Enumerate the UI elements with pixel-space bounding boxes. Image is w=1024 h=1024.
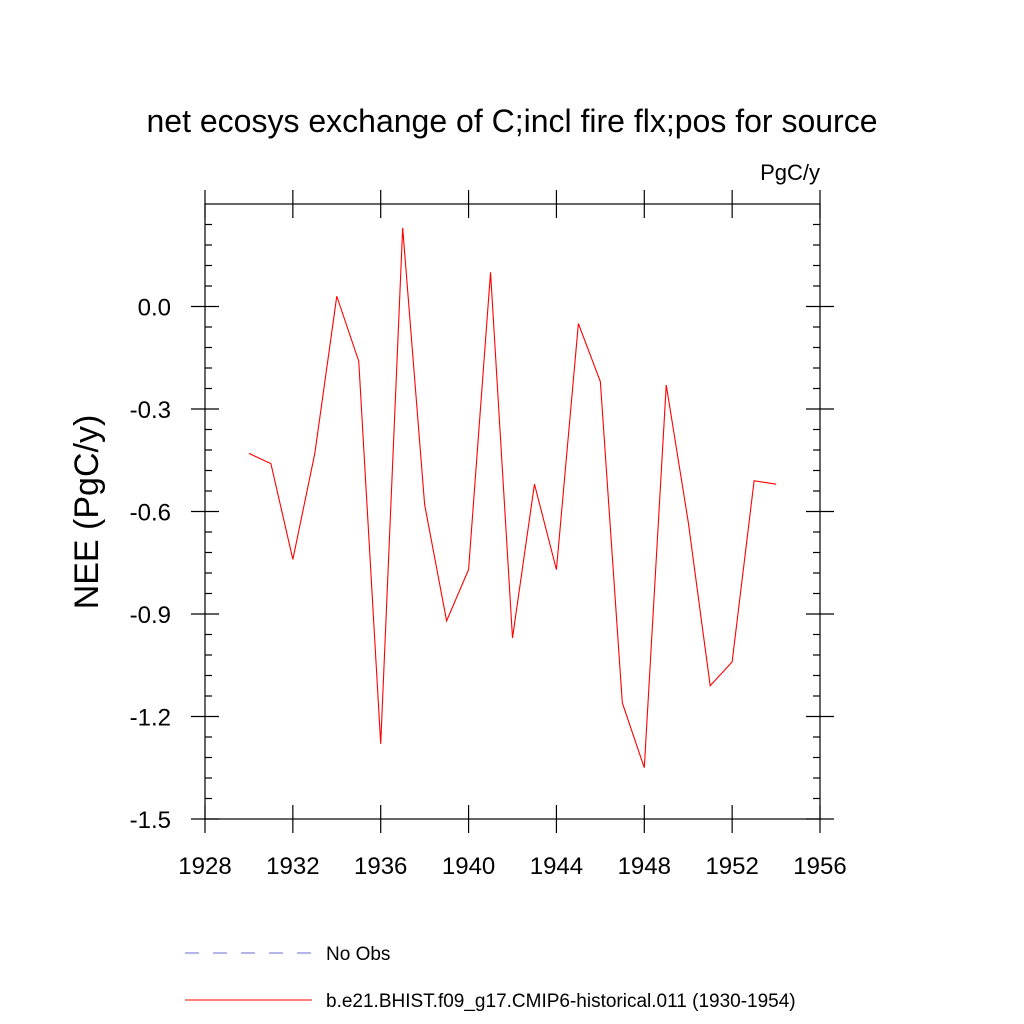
plot-frame (204, 203, 821, 820)
x-tick-label: 1928 (178, 853, 231, 880)
x-tick-label: 1944 (530, 853, 583, 880)
x-tick-label: 1956 (793, 853, 846, 880)
legend: No Obs b.e21.BHIST.f09_g17.CMIP6-historic… (185, 944, 796, 1012)
axis-ticks: 1928 1932 1936 1940 1944 1948 1952 1956 -1.5 -1.2… (130, 190, 847, 880)
y-tick-label: 0.0 (138, 295, 171, 322)
x-tick-label: 1940 (442, 853, 495, 880)
series-layer (248, 227, 777, 768)
y-tick-label: -1.5 (130, 807, 171, 834)
legend-label: b.e21.BHIST.f09_g17.CMIP6-historical.011… (326, 991, 796, 1012)
series-line (248, 227, 777, 768)
y-tick-label: -0.9 (130, 602, 171, 629)
x-tick-label: 1932 (266, 853, 319, 880)
y-tick-label: -1.2 (130, 705, 171, 732)
y-tick-label: -0.3 (130, 397, 171, 424)
units-label: PgC/y (760, 160, 820, 185)
y-tick-label: -0.6 (130, 500, 171, 527)
x-tick-label: 1948 (618, 853, 671, 880)
x-tick-label: 1936 (354, 853, 407, 880)
chart-title: net ecosys exchange of C;incl fire flx;p… (146, 103, 877, 139)
legend-label: No Obs (326, 944, 390, 965)
y-axis-label: NEE (PgC/y) (68, 415, 106, 610)
x-tick-label: 1952 (705, 853, 758, 880)
